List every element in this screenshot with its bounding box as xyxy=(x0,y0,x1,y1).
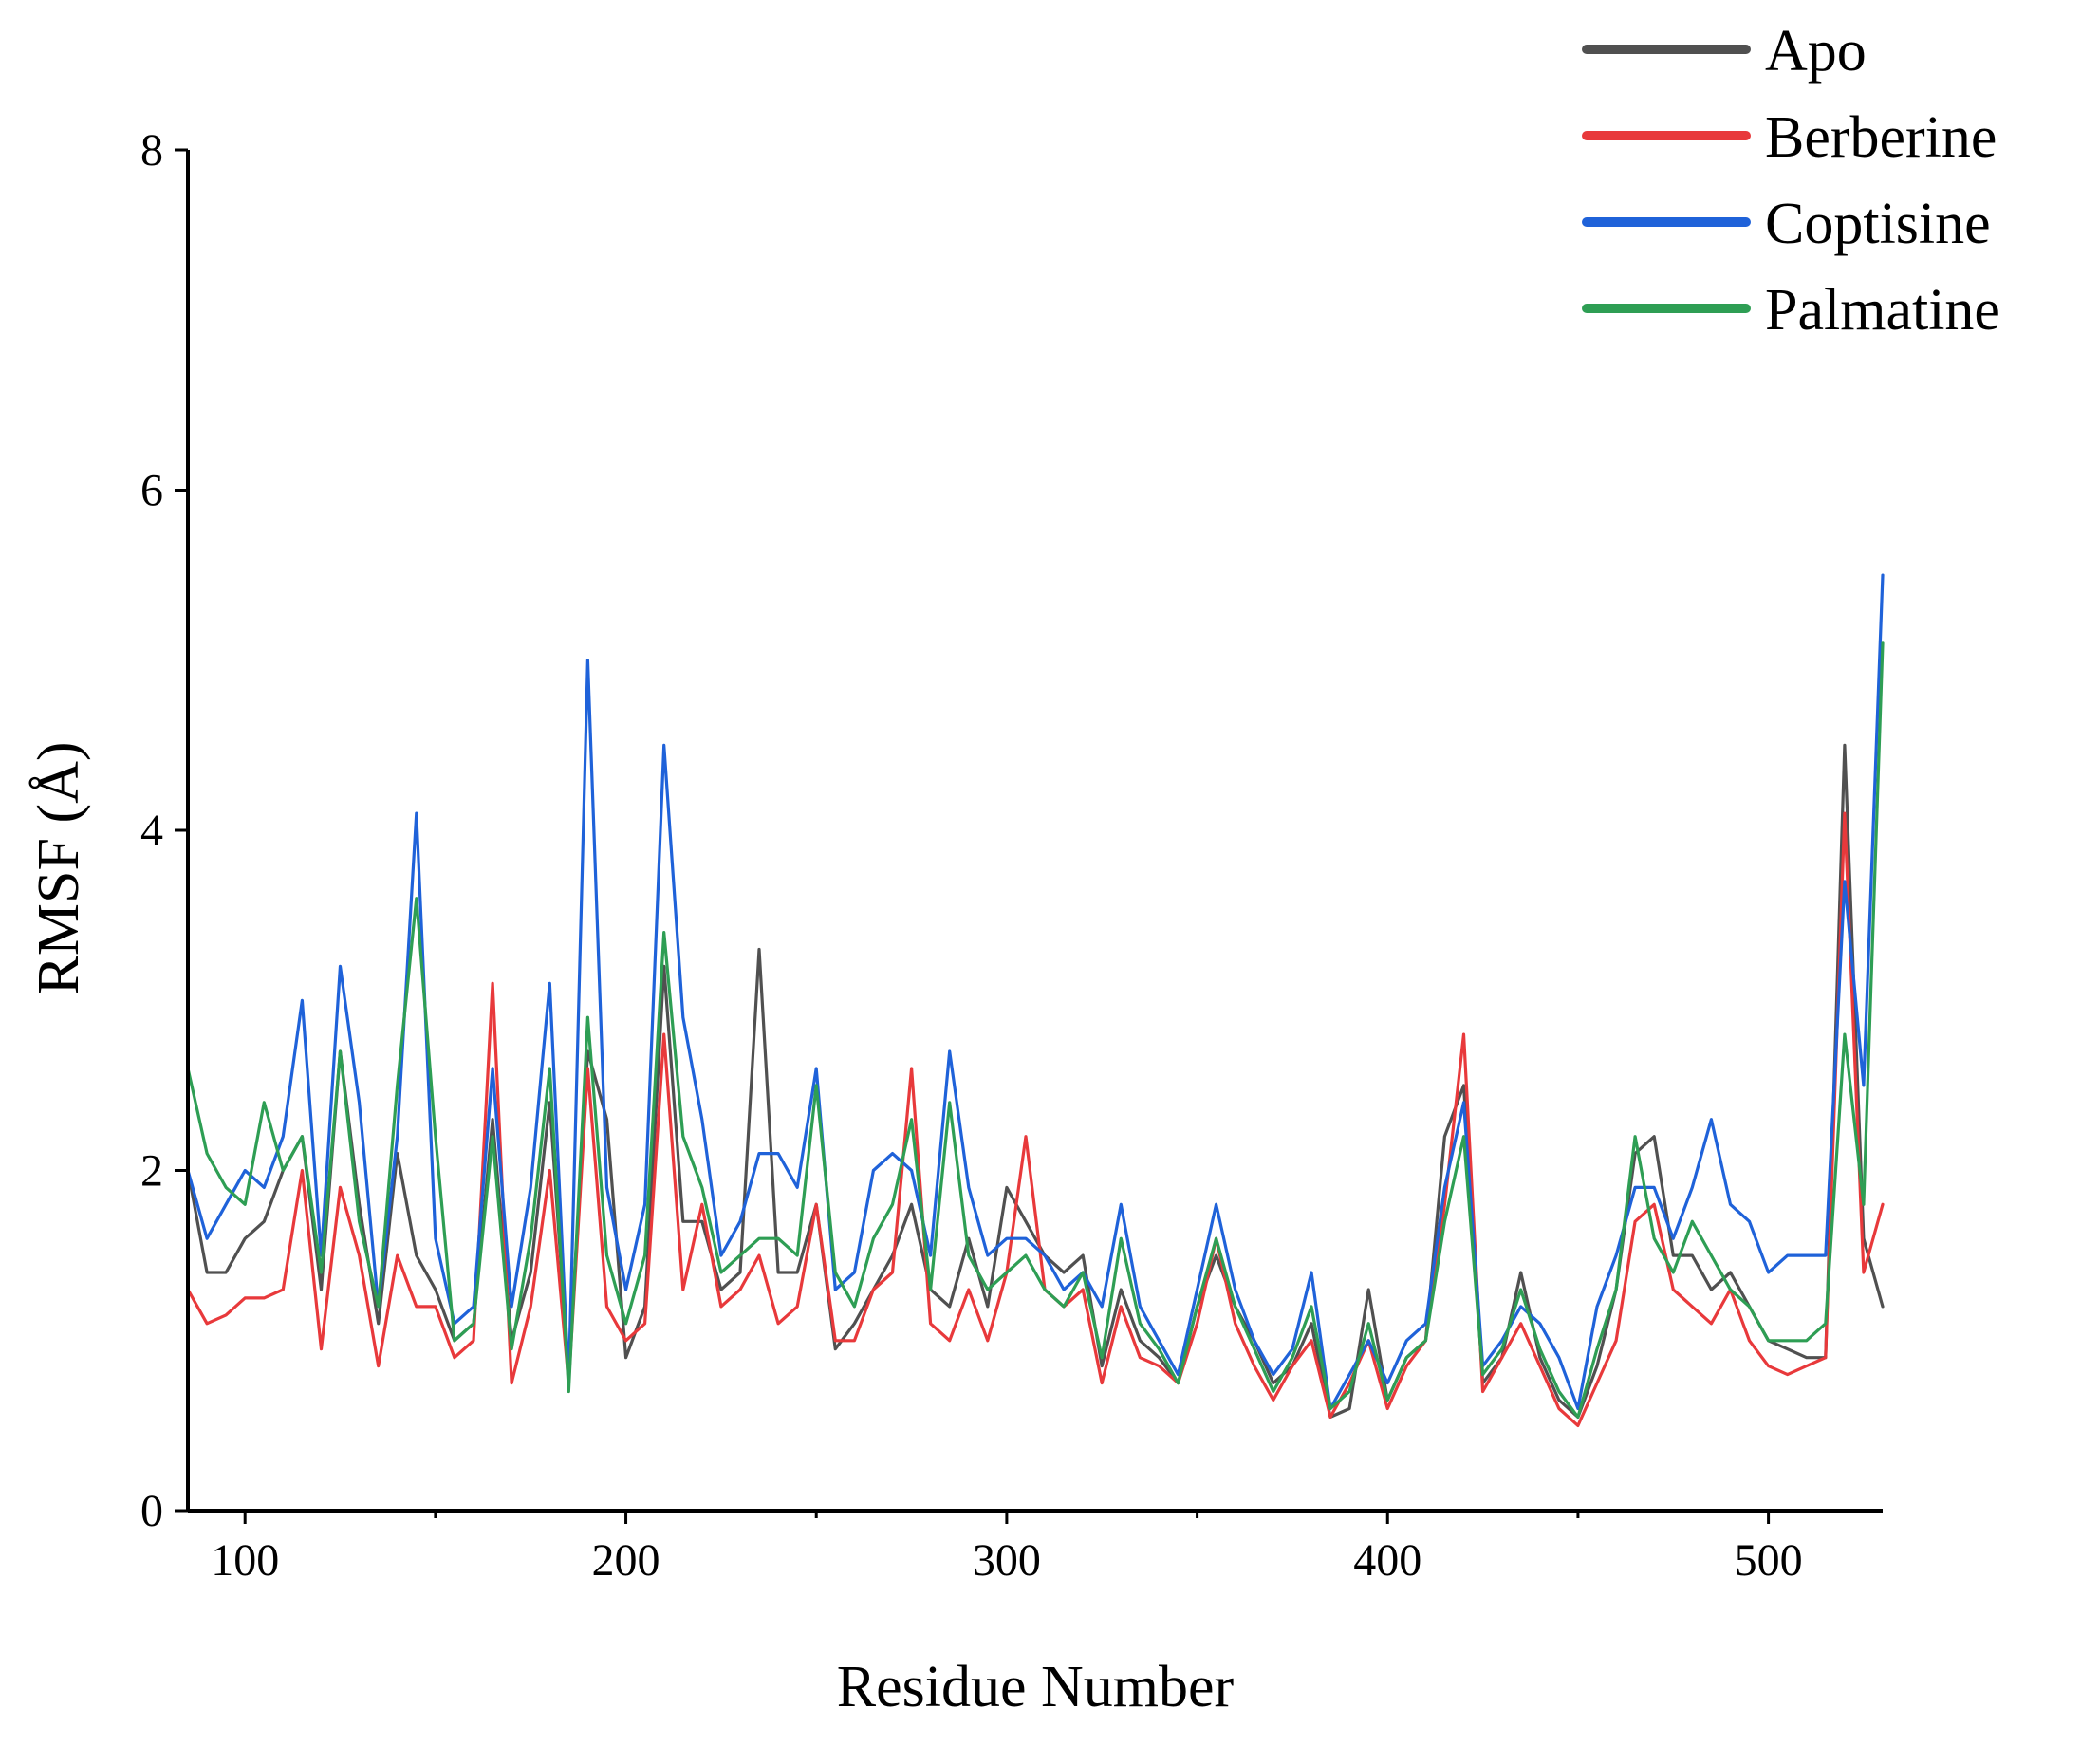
y-tick-label: 2 xyxy=(140,1146,163,1197)
y-axis-title: RMSF (Å) xyxy=(27,741,91,994)
x-tick-label: 200 xyxy=(592,1535,660,1586)
y-tick-label: 4 xyxy=(140,806,163,856)
legend-label-coptisine: Coptisine xyxy=(1765,192,1991,256)
y-tick-label: 0 xyxy=(140,1486,163,1536)
y-tick-label: 8 xyxy=(140,125,163,176)
legend-label-berberine: Berberine xyxy=(1765,105,1997,170)
series-line-apo xyxy=(186,743,1885,1420)
x-tick-label: 500 xyxy=(1735,1535,1803,1586)
legend-label-palmatine: Palmatine xyxy=(1765,278,2000,343)
y-tick-label: 6 xyxy=(140,466,163,516)
axes-layer: 0 2 4 6 8 100 200 300 400 500 Residue Number RMSF (… xyxy=(27,125,1883,1719)
x-axis-title: Residue Number xyxy=(837,1655,1235,1719)
series-layer xyxy=(186,573,1885,1428)
x-tick-label: 100 xyxy=(211,1535,279,1586)
legend: Apo Berberine Coptisine Palmatine xyxy=(1582,19,2000,343)
series-line-palmatine xyxy=(186,641,1885,1420)
series-line-coptisine xyxy=(186,573,1885,1411)
x-tick-label: 400 xyxy=(1353,1535,1421,1586)
series-line-berberine xyxy=(186,811,1885,1428)
x-tick-label: 300 xyxy=(973,1535,1041,1586)
legend-label-apo: Apo xyxy=(1765,19,1867,84)
